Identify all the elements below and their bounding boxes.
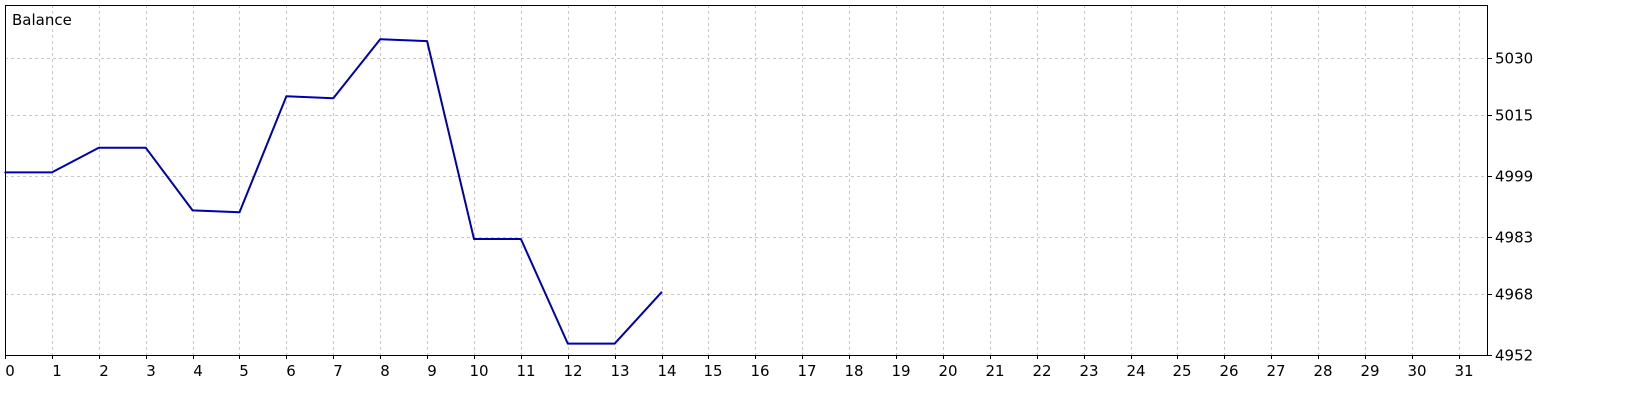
x-tick-label: 4: [193, 362, 203, 380]
balance-point: [98, 146, 100, 149]
balance-point: [520, 238, 522, 240]
balance-point: [613, 342, 616, 345]
x-tick-label: 10: [469, 362, 488, 380]
y-axis: 4952 4968 4983 4999 5015 5030: [1487, 50, 1533, 365]
x-tick-label: 15: [703, 362, 722, 380]
x-tick-label: 0: [5, 362, 15, 380]
y-tick-label: 4999: [1495, 168, 1533, 186]
x-tick-label: 29: [1360, 362, 1379, 380]
y-tick-label: 5015: [1495, 107, 1533, 125]
x-tick-label: 3: [146, 362, 156, 380]
x-tick-label: 17: [797, 362, 816, 380]
x-tick-label: 21: [985, 362, 1004, 380]
balance-point: [379, 38, 382, 40]
x-tick-label: 18: [844, 362, 863, 380]
x-tick-label: 30: [1407, 362, 1426, 380]
plot-frame: [5, 5, 1488, 356]
x-tick-label: 23: [1079, 362, 1098, 380]
x-tick-label: 22: [1032, 362, 1051, 380]
x-tick-label: 16: [750, 362, 769, 380]
x-tick-label: 19: [891, 362, 910, 380]
x-tick-label: 20: [938, 362, 957, 380]
x-tick-label: 24: [1126, 362, 1145, 380]
x-tick-label: 28: [1313, 362, 1332, 380]
y-tick-label: 4983: [1495, 229, 1533, 247]
x-tick-label: 9: [427, 362, 437, 380]
x-tick-label: 8: [380, 362, 390, 380]
x-tick-label: 12: [563, 362, 582, 380]
x-tick-label: 27: [1266, 362, 1285, 380]
balance-point: [191, 209, 194, 212]
y-tick-label: 4968: [1495, 286, 1533, 304]
x-tick-label: 25: [1172, 362, 1191, 380]
x-tick-label: 2: [99, 362, 109, 380]
y-tick-label: 5030: [1495, 50, 1533, 68]
balance-point: [660, 291, 663, 294]
x-tick-label: 5: [239, 362, 249, 380]
balance-point: [238, 211, 241, 214]
balance-point: [51, 171, 53, 174]
x-tick-label: 7: [333, 362, 343, 380]
x-axis: 0 1 2 3 4 5 6 7 8 9 10 11 12 13 14 15 16 17 18 19 20 21 22 23 24…: [5, 355, 1474, 380]
grid: [5, 5, 1487, 355]
balance-point: [285, 95, 288, 98]
x-tick-label: 11: [516, 362, 535, 380]
balance-point: [567, 342, 569, 345]
x-tick-label: 13: [610, 362, 629, 380]
x-tick-label: 6: [286, 362, 296, 380]
x-tick-label: 1: [52, 362, 62, 380]
balance-point: [426, 40, 428, 42]
x-tick-label: 31: [1454, 362, 1473, 380]
balance-point: [332, 97, 335, 99]
x-tick-label: 14: [657, 362, 676, 380]
y-tick-label: 4952: [1495, 347, 1533, 365]
balance-point: [473, 238, 475, 240]
x-tick-label: 26: [1219, 362, 1238, 380]
balance-point: [144, 146, 147, 149]
chart-title: Balance: [12, 11, 72, 29]
